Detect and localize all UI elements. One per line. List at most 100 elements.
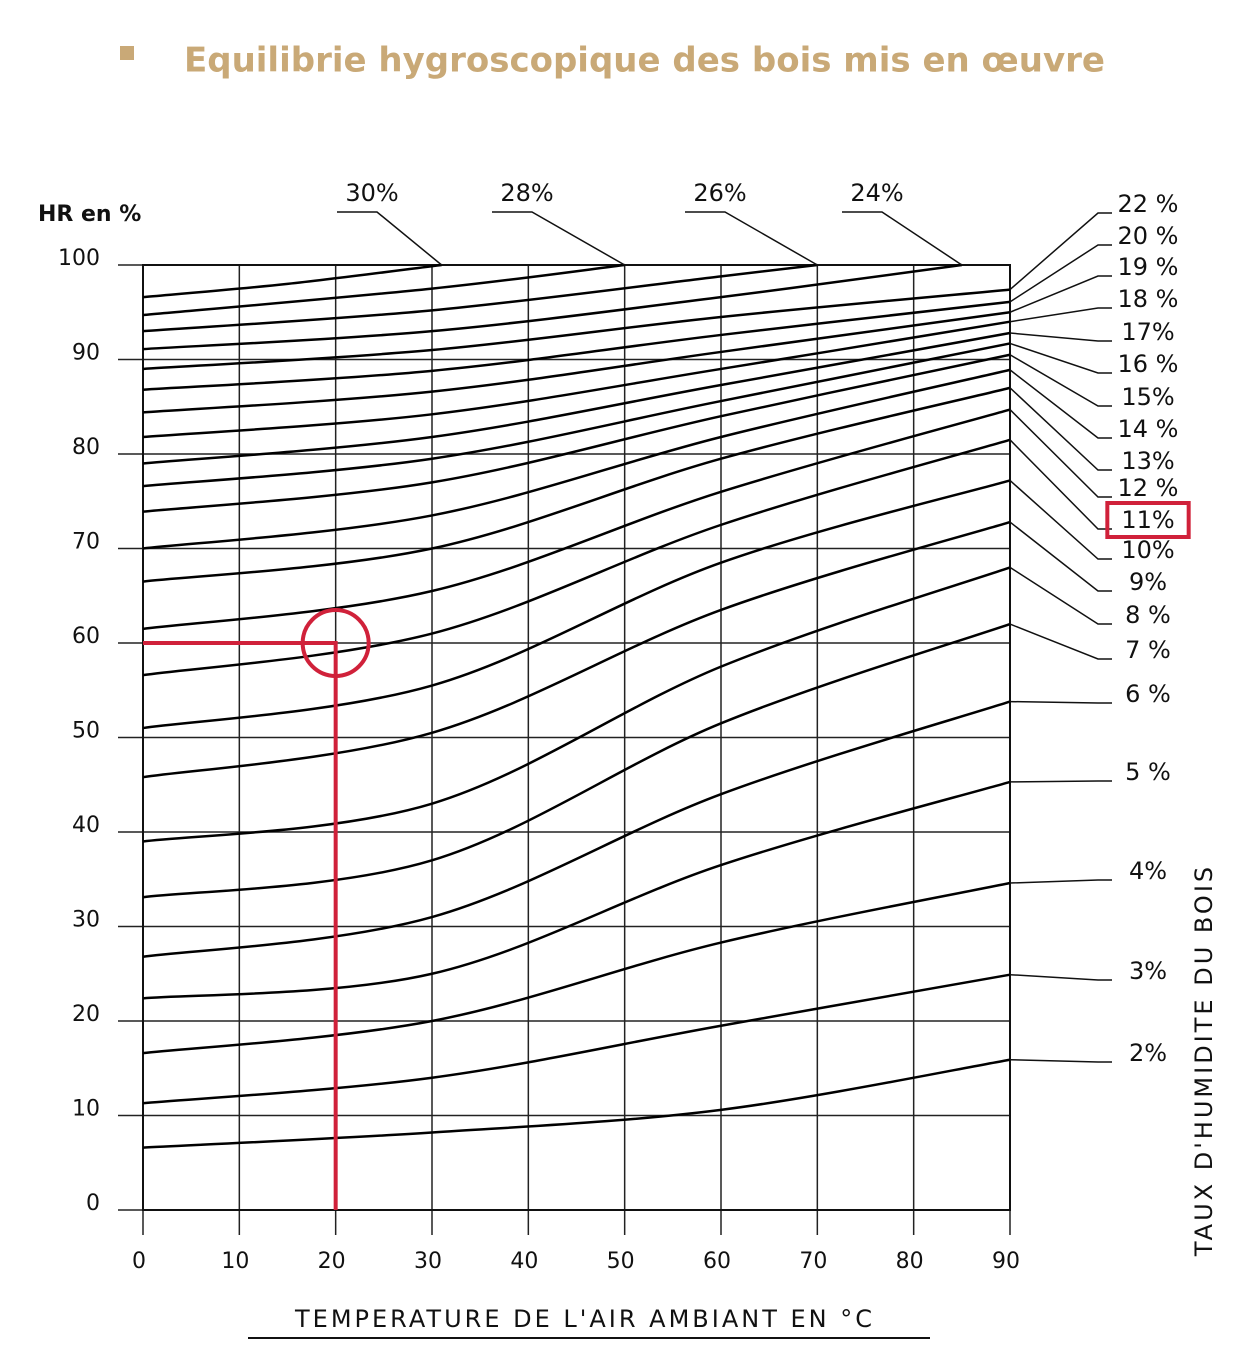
curve — [142, 520, 1011, 779]
y-tick-label: 100 — [58, 246, 100, 271]
curve — [142, 438, 1011, 677]
curve — [142, 408, 1011, 631]
series-label: 3% — [1129, 957, 1167, 985]
leader-line — [1009, 1058, 1112, 1063]
leader-line — [1009, 369, 1112, 439]
y-tick-label: 60 — [72, 624, 100, 649]
curve — [142, 1058, 1011, 1149]
series-label: 13% — [1121, 447, 1174, 475]
chart-title: Equilibrie hygroscopique des bois mis en… — [184, 41, 1105, 81]
leader-line — [1009, 307, 1112, 323]
x-tick-label: 10 — [221, 1249, 249, 1274]
curve — [142, 263, 442, 299]
x-tick-label: 40 — [510, 1249, 538, 1274]
leader-line — [1009, 354, 1112, 407]
leader-line — [1009, 409, 1112, 498]
series-label: 28% — [500, 179, 553, 207]
curve — [142, 311, 1011, 414]
curve — [142, 331, 1011, 465]
curve — [142, 368, 1011, 550]
leader-line — [1009, 521, 1112, 592]
curve — [142, 700, 1011, 958]
series-label: 6 % — [1125, 680, 1171, 708]
leader-line — [1009, 780, 1112, 783]
y-tick-label: 70 — [72, 530, 100, 555]
leader-line — [1009, 212, 1112, 291]
series-label: 24% — [850, 179, 903, 207]
series-label: 4% — [1129, 857, 1167, 885]
curve — [142, 342, 1011, 488]
y-tick-label: 40 — [72, 813, 100, 838]
leader-line — [1009, 623, 1112, 660]
curve — [142, 288, 1011, 371]
leader-line — [1009, 566, 1112, 625]
series-label: 30% — [345, 179, 398, 207]
curve — [142, 353, 1011, 513]
x-tick-label: 90 — [992, 1249, 1020, 1274]
series-label: 17% — [1121, 318, 1174, 346]
curve — [142, 881, 1011, 1055]
leader-line — [1009, 973, 1112, 981]
highlight-line — [143, 641, 338, 1210]
leader-line — [1009, 387, 1112, 471]
x-tick-label: 60 — [703, 1249, 731, 1274]
highlight-circle — [300, 608, 371, 678]
y-tick-label: 80 — [72, 435, 100, 460]
leader-line — [1009, 879, 1112, 884]
leader-line — [337, 211, 443, 266]
x-axis-label: TEMPERATURE DE L'AIR AMBIANT EN °C — [294, 1305, 875, 1333]
curve — [142, 300, 1011, 391]
series-label: 16 % — [1118, 350, 1179, 378]
leader-line — [1009, 332, 1112, 342]
y2-axis-label: TAUX D'HUMIDITE DU BOIS — [1190, 864, 1218, 1257]
series-label: 20 % — [1118, 222, 1179, 250]
series-label: 8 % — [1125, 601, 1171, 629]
curve — [142, 479, 1011, 730]
leader-line — [685, 211, 818, 266]
series-label: 26% — [693, 179, 746, 207]
series-label: 2% — [1129, 1039, 1167, 1067]
series-label: 18 % — [1118, 285, 1179, 313]
curve — [142, 263, 625, 317]
x-tick-label: 50 — [607, 1249, 635, 1274]
leader-line — [1009, 439, 1112, 530]
leader-line — [1009, 700, 1112, 704]
curve — [142, 386, 1011, 583]
curve — [142, 263, 818, 333]
x-tick-label: 70 — [799, 1249, 827, 1274]
y-tick-label: 20 — [72, 1002, 100, 1027]
leader-line — [1009, 342, 1112, 374]
title-bullet — [120, 46, 134, 60]
curve — [142, 566, 1011, 843]
series-label: 11% — [1121, 506, 1174, 534]
series-label: 7 % — [1125, 636, 1171, 664]
series-label: 5 % — [1125, 758, 1171, 786]
series-label: 9% — [1129, 568, 1167, 596]
y-tick-label: 30 — [72, 908, 100, 933]
series-label: 14 % — [1118, 415, 1179, 443]
leader-line — [1009, 244, 1112, 303]
curve — [142, 320, 1011, 439]
plot-frame — [142, 264, 1011, 1211]
curve — [142, 263, 962, 351]
x-tick-label: 20 — [318, 1249, 346, 1274]
y-tick-label: 50 — [72, 719, 100, 744]
series-label: 12 % — [1118, 474, 1179, 502]
leader-line — [1009, 275, 1112, 313]
y-tick-label: 90 — [72, 341, 100, 366]
leader-line — [492, 211, 626, 266]
x-tick-label: 80 — [896, 1249, 924, 1274]
series-label: 22 % — [1118, 190, 1179, 218]
leader-line — [842, 211, 963, 266]
x-tick-label: 30 — [414, 1249, 442, 1274]
series-label: 15% — [1121, 383, 1174, 411]
series-label: 10% — [1121, 536, 1174, 564]
y-tick-label: 10 — [72, 1097, 100, 1122]
y-axis-label: HR en % — [38, 202, 141, 227]
curve — [142, 780, 1011, 1000]
curve — [142, 622, 1011, 899]
leader-line — [1009, 479, 1112, 560]
x-tick-label: 0 — [132, 1249, 146, 1274]
series-label: 19 % — [1118, 253, 1179, 281]
